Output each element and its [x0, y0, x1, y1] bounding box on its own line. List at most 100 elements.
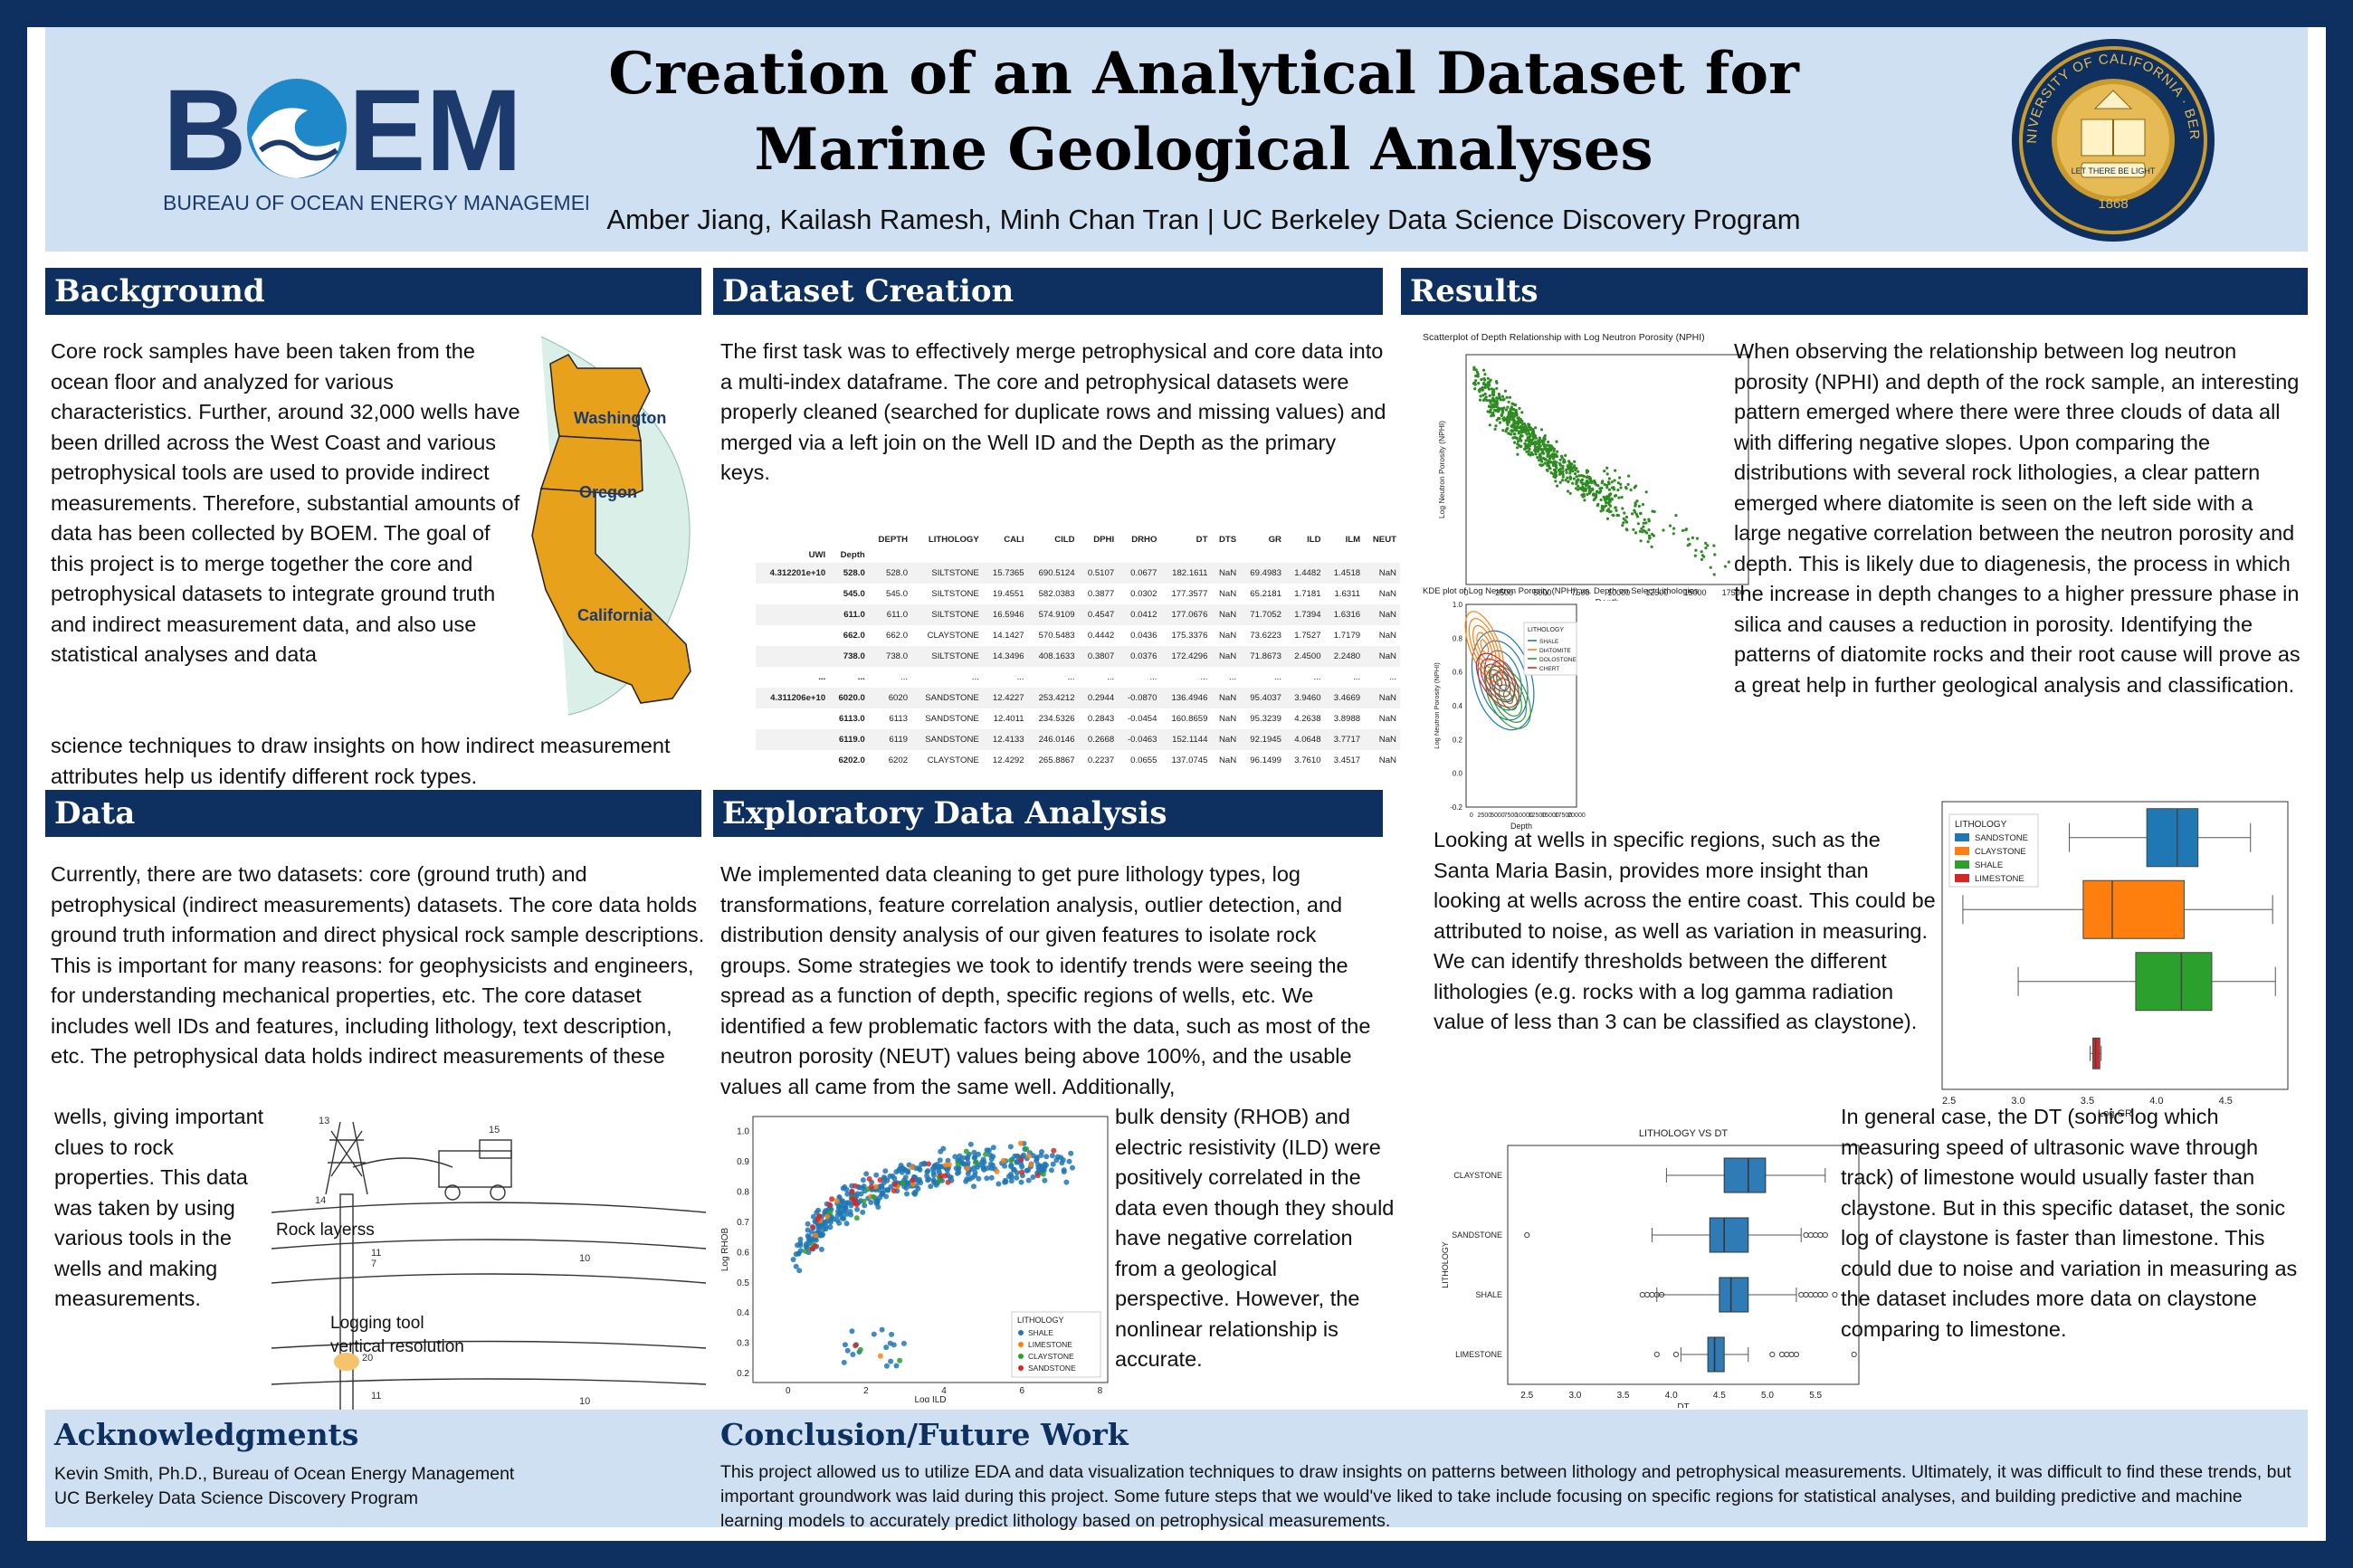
y-tick-label: 0.3: [737, 1339, 749, 1349]
data-point: [1644, 490, 1648, 494]
svg-text:13: 13: [319, 1116, 329, 1126]
data-point: [1607, 477, 1611, 480]
data-point: [1539, 428, 1544, 432]
x-tick-label: 10000: [1607, 588, 1630, 597]
data-point: [1681, 528, 1685, 532]
data-point: [1693, 554, 1697, 557]
data-point: [1672, 532, 1675, 536]
data-point: [1494, 409, 1498, 413]
x-tick-label: 15000: [1541, 813, 1559, 819]
data-point: [1492, 413, 1496, 417]
table-cell: 177.0676: [1160, 604, 1212, 625]
data-point: [1634, 531, 1638, 535]
kde-contour: [1484, 663, 1511, 698]
data-point: [1601, 507, 1605, 510]
table-row: 4.312201e+10 528.0 528.0 SILTSTONE 15.7365 69…: [756, 563, 1400, 584]
results-heading: Results: [1401, 268, 2308, 315]
data-point: [1573, 464, 1577, 468]
kde-contour: [1492, 674, 1503, 687]
data-point: [1520, 411, 1524, 414]
table-cell: 175.3376: [1171, 631, 1208, 641]
data-point: [1477, 381, 1481, 385]
table-cell: 2.4500: [1284, 646, 1325, 667]
data-point: [1048, 1167, 1054, 1174]
data-point: [1511, 425, 1515, 429]
table-row: 6113.0 6113 SANDSTONE 12.4011 234.5326 0.2843…: [756, 708, 1400, 729]
data-point: [1478, 398, 1482, 402]
boem-logo: B EM BUREAU OF OCEAN ENERGY MANAGEMENT: [163, 66, 588, 214]
x-tick-label: 12500: [1529, 813, 1547, 819]
data-point: [1538, 441, 1542, 444]
data-point: [1531, 430, 1536, 433]
label-logging-tool: Logging tool: [330, 1314, 424, 1333]
table-cell: SANDSTONE: [911, 729, 983, 750]
data-point: [868, 1183, 874, 1190]
outlier-point: [1672, 1351, 1680, 1358]
data-point: [1538, 436, 1541, 440]
outlier-point: [1832, 1291, 1838, 1298]
plot-frame: [1465, 354, 1749, 585]
data-point: [1518, 443, 1521, 447]
data-point: [1505, 395, 1509, 399]
data-point: [1527, 423, 1530, 426]
data-point: [1582, 489, 1586, 492]
legend-label: DIATOMITE: [1539, 648, 1571, 654]
data-point: [1585, 476, 1589, 480]
data-point: [1538, 452, 1541, 456]
results-text-2: Looking at wells in specific regions, su…: [1434, 828, 1936, 1033]
data-point: [1528, 447, 1531, 451]
table-cell: NaN: [1364, 604, 1400, 625]
data-point: [1672, 527, 1676, 530]
data-point: [813, 1237, 819, 1243]
table-column-header: DTS: [1219, 535, 1237, 545]
data-point: [817, 1231, 824, 1236]
seal-year: 1868: [2098, 196, 2128, 212]
x-axis-label: Log ILD: [914, 1395, 946, 1402]
data-point: [964, 1165, 970, 1172]
x-tick-label: 12500: [1645, 588, 1668, 597]
data-point: [1706, 544, 1710, 547]
title-line-1: Creation of an Analytical Dataset for: [608, 40, 1799, 108]
background-text: Core rock samples have been taken from t…: [51, 339, 520, 666]
data-point: [1558, 480, 1562, 484]
table-cell: 0.0436: [1130, 631, 1157, 641]
table-cell: 0.2944: [1078, 688, 1119, 708]
data-point: [1523, 447, 1527, 451]
data-point: [1700, 550, 1703, 554]
table-cell: 0.4442: [1087, 631, 1115, 641]
data-point: [1040, 1171, 1046, 1177]
x-tick-label: 2500: [1495, 588, 1513, 597]
data-point: [1647, 518, 1651, 521]
data-point: [1520, 428, 1524, 432]
data-point: [1507, 412, 1510, 415]
data-point: [809, 1224, 815, 1230]
data-point: [987, 1161, 994, 1167]
data-point: [866, 1176, 872, 1182]
data-point: [1650, 545, 1653, 548]
data-point: [1502, 397, 1506, 401]
data-point: [1476, 375, 1480, 378]
data-point: [1594, 493, 1598, 497]
label-rock-layers: Rock layerss: [276, 1221, 375, 1240]
table-cell: ...: [1067, 672, 1075, 682]
data-point: [1483, 385, 1487, 390]
eda-heading: Exploratory Data Analysis: [713, 790, 1383, 837]
x-axis-label: Depth: [1510, 822, 1532, 831]
data-point: [972, 1154, 978, 1160]
data-point: [882, 1168, 889, 1174]
table-cell: 0.2237: [1087, 755, 1115, 765]
svg-text:10: 10: [579, 1253, 590, 1264]
data-point: [924, 1169, 930, 1175]
data-point: [844, 1191, 851, 1197]
data-point: [1502, 416, 1506, 420]
table-cell: SANDSTONE: [911, 688, 983, 708]
data-point: [971, 1183, 976, 1190]
data-point: [1695, 537, 1700, 540]
data-point: [821, 1226, 827, 1232]
data-point: [1517, 440, 1520, 443]
data-point: [983, 1151, 989, 1157]
data-point: [1561, 475, 1565, 479]
data-point: [930, 1177, 937, 1183]
eda-text: We implemented data cleaning to get pure…: [720, 862, 1371, 1098]
data-point: [1506, 405, 1510, 409]
